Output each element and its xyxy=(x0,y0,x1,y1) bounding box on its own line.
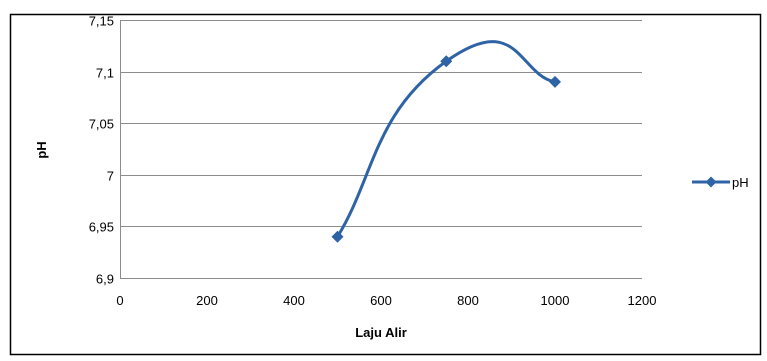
chart-border xyxy=(9,13,762,356)
y-tick-label: 6,9 xyxy=(96,272,114,287)
y-tick-label: 6,95 xyxy=(89,220,114,235)
x-tick-labels: 0 200 400 600 800 1000 1200 xyxy=(116,293,656,308)
x-tick-label: 1000 xyxy=(541,293,570,308)
y-tick-labels: 6,9 6,95 7 7,05 7,1 7,15 xyxy=(89,14,114,287)
axes xyxy=(120,20,642,279)
x-tick-label: 800 xyxy=(457,293,479,308)
legend-label-ph: pH xyxy=(732,175,749,190)
x-tick-label: 200 xyxy=(196,293,218,308)
y-tick-label: 7,1 xyxy=(96,66,114,81)
series-layer xyxy=(331,40,561,243)
x-tick-label: 0 xyxy=(116,293,123,308)
data-point-marker xyxy=(440,55,453,68)
legend: pH xyxy=(692,175,749,190)
x-tick-label: 600 xyxy=(370,293,392,308)
y-tick-label: 7,05 xyxy=(89,117,114,132)
y-axis-title: pH xyxy=(34,141,49,158)
x-axis-title: Laju Alir xyxy=(355,325,407,340)
data-point-marker xyxy=(331,230,344,243)
y-tick-label: 7,15 xyxy=(89,14,114,29)
x-tick-label: 1200 xyxy=(628,293,657,308)
x-tick-label: 400 xyxy=(283,293,305,308)
y-tick-label: 7 xyxy=(107,169,114,184)
data-point-marker xyxy=(549,75,561,88)
legend-marker xyxy=(705,176,717,188)
